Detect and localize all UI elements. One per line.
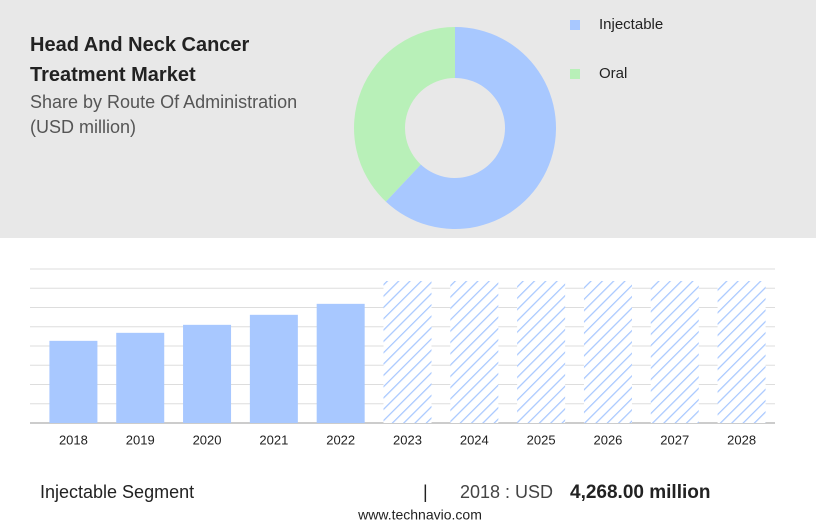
forecast-placeholder bbox=[383, 281, 432, 423]
legend-label: Injectable bbox=[599, 16, 663, 33]
segment-label: Injectable Segment bbox=[40, 482, 194, 502]
x-tick-label: 2023 bbox=[393, 432, 422, 447]
bar bbox=[116, 332, 165, 423]
x-tick-label: 2028 bbox=[727, 432, 756, 447]
x-tick-label: 2027 bbox=[660, 432, 689, 447]
x-tick-label: 2022 bbox=[326, 432, 355, 447]
forecast-placeholder bbox=[717, 281, 766, 423]
donut-slice bbox=[354, 27, 455, 202]
legend-label: Oral bbox=[599, 65, 627, 82]
legend-swatch bbox=[570, 20, 580, 30]
x-tick-label: 2026 bbox=[593, 432, 622, 447]
source: www.technavio.com bbox=[357, 507, 482, 523]
x-tick-label: 2020 bbox=[193, 432, 222, 447]
bar bbox=[316, 303, 365, 423]
bar bbox=[249, 314, 298, 423]
chart-title: Head And Neck Cancer Treatment Market bbox=[30, 34, 250, 86]
bar bbox=[183, 324, 232, 423]
donut-slice bbox=[385, 27, 557, 229]
x-tick-label: 2018 bbox=[59, 432, 88, 447]
forecast-placeholder bbox=[650, 281, 699, 423]
x-tick-label: 2024 bbox=[460, 432, 489, 447]
chart-subtitle: Share by Route Of Administration (USD mi… bbox=[30, 92, 298, 137]
x-tick-label: 2025 bbox=[527, 432, 556, 447]
forecast-placeholder bbox=[583, 281, 632, 423]
bar bbox=[49, 340, 98, 423]
forecast-placeholder bbox=[450, 281, 499, 423]
separator: | bbox=[423, 482, 428, 502]
x-tick-label: 2021 bbox=[259, 432, 288, 447]
footer-value: 4,268.00 million bbox=[570, 482, 710, 503]
forecast-placeholder bbox=[517, 281, 566, 423]
footer-year: 2018 : USD bbox=[460, 482, 553, 502]
legend-swatch bbox=[570, 69, 580, 79]
x-tick-label: 2019 bbox=[126, 432, 155, 447]
